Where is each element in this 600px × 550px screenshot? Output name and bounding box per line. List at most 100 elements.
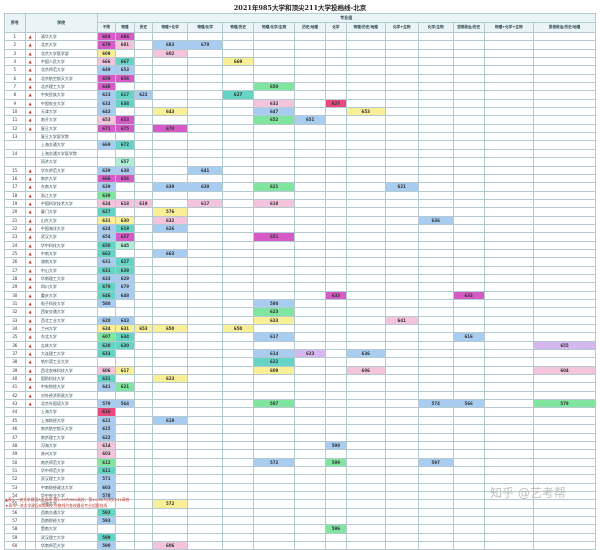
score-cell (483, 98, 534, 109)
score-cell (253, 165, 296, 175)
score-cell (483, 507, 534, 517)
score-cell: 650 (152, 324, 189, 334)
tier-mark (24, 449, 36, 459)
school-name: 浙江大学 (34, 190, 98, 200)
score-cell: 663 (152, 248, 189, 259)
tier-mark: ▲ (24, 332, 36, 342)
score-cell (253, 123, 296, 134)
score-cell: 654 (96, 232, 117, 242)
score-cell (417, 132, 454, 142)
score-cell (133, 257, 154, 267)
score-cell: 633 (452, 290, 485, 301)
table-row: 10 ▲ 天津大学 643 643 647 653 (4, 107, 597, 117)
score-cell (253, 215, 296, 225)
score-cell (133, 132, 154, 142)
score-cell (452, 499, 485, 509)
score-cell (384, 499, 419, 509)
score-cell (532, 115, 597, 125)
score-cell (133, 307, 154, 317)
score-cell (253, 440, 296, 451)
table-row: 31 ▲ 电子科技大学 580 580 (4, 298, 597, 309)
score-cell (152, 265, 189, 275)
score-cell (115, 440, 135, 451)
tier-mark (24, 540, 36, 550)
score-cell (384, 57, 419, 67)
score-cell (345, 415, 386, 426)
score-cell (345, 73, 386, 84)
score-cell (483, 382, 534, 392)
header-subject: 思想政治/历史 (452, 22, 485, 33)
score-cell (417, 357, 454, 367)
score-cell (253, 490, 296, 501)
score-cell (133, 374, 154, 384)
score-cell (133, 273, 154, 284)
row-index: 14 (4, 148, 26, 159)
score-cell (115, 182, 135, 192)
table-row: 41 ▲ 中央财经大学 641 621 (4, 382, 597, 392)
score-cell: 616 (452, 332, 485, 342)
score-cell (96, 307, 117, 317)
score-cell (133, 399, 154, 409)
score-cell (325, 390, 347, 401)
score-cell: 587 (253, 399, 296, 409)
score-cell (187, 465, 224, 476)
score-cell (417, 449, 454, 459)
score-cell (483, 223, 534, 234)
score-cell (187, 273, 224, 284)
score-cell (325, 357, 347, 367)
score-cell (532, 173, 597, 184)
score-cell (325, 490, 347, 501)
score-cell (187, 90, 224, 100)
table-row: 29 ▲ 四川大学 679 679 (4, 282, 597, 292)
score-cell (294, 82, 327, 92)
score-cell (325, 307, 347, 317)
row-index: 15 (4, 165, 26, 175)
table-row: 21 ▲ 山东大学 631 630 632 636 (4, 215, 597, 225)
score-cell (222, 215, 255, 225)
score-cell (325, 107, 347, 117)
score-cell (294, 449, 327, 459)
score-cell (152, 507, 189, 517)
score-cell (452, 248, 485, 259)
score-cell (152, 390, 189, 401)
score-cell (152, 282, 189, 292)
score-cell (483, 107, 534, 117)
score-cell (325, 407, 347, 417)
score-cell (452, 415, 485, 426)
score-cell: 615 (96, 424, 117, 434)
score-cell (253, 415, 296, 426)
score-cell (384, 207, 419, 217)
score-cell: 633 (253, 315, 296, 326)
score-cell (325, 415, 347, 426)
score-cell (384, 424, 419, 434)
score-cell (325, 332, 347, 342)
row-index: 44 (4, 407, 26, 417)
score-cell (345, 48, 386, 59)
score-cell (133, 157, 154, 167)
score-cell (133, 98, 154, 109)
score-cell (222, 190, 255, 200)
score-cell (294, 73, 327, 84)
table-row: 3 ▲ 北京大学医学部 609 602 (4, 48, 597, 59)
score-cell (187, 482, 224, 492)
row-index: 13 (4, 132, 26, 142)
score-cell (222, 507, 255, 517)
school-name: 华东师范大学 (34, 165, 98, 175)
score-cell (222, 532, 255, 542)
table-row: 18 ▲ 浙江大学 639 (4, 190, 597, 200)
score-cell: 623 (96, 90, 117, 100)
score-cell: 649 (96, 65, 117, 75)
score-cell: 619 (115, 223, 135, 234)
score-cell (133, 382, 154, 392)
score-cell (384, 123, 419, 134)
score-cell: 653 (133, 324, 154, 334)
score-cell (532, 540, 597, 550)
row-index: 23 (4, 232, 26, 242)
score-cell (253, 273, 296, 284)
score-cell: 603 (96, 482, 117, 492)
score-cell (483, 349, 534, 359)
score-cell (187, 73, 224, 84)
score-cell (115, 449, 135, 459)
score-cell (187, 265, 224, 275)
score-cell (294, 324, 327, 334)
